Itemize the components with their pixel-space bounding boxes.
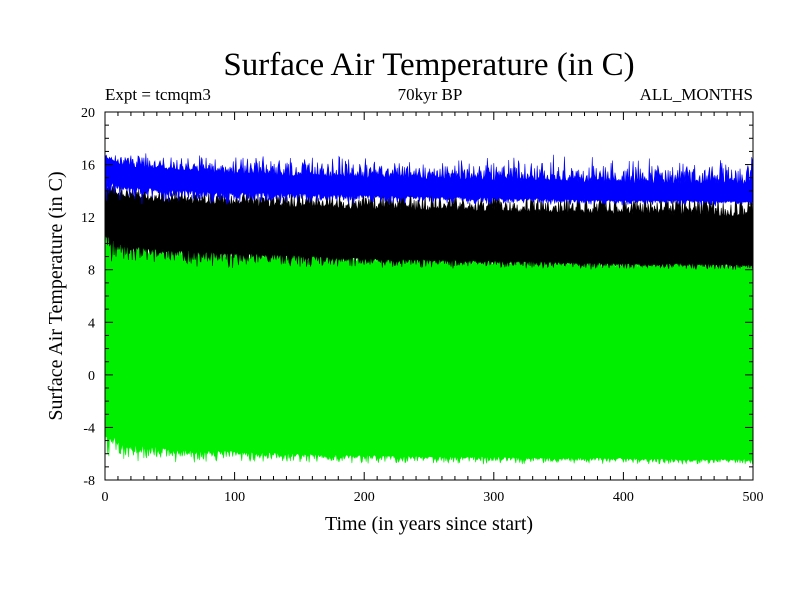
chart-title: Surface Air Temperature (in C)	[223, 47, 634, 83]
x-axis-label: Time (in years since start)	[325, 513, 533, 535]
y-tick-label: 0	[88, 369, 95, 384]
y-axis-ticks: -8 -4 0 4 8 12 16 20	[81, 106, 753, 489]
x-tick-label: 200	[354, 490, 375, 505]
y-tick-label: 8	[88, 264, 95, 279]
y-tick-label: 12	[81, 211, 95, 226]
series-blue-band	[105, 153, 753, 207]
period-label: 70kyr BP	[398, 85, 463, 104]
y-tick-label: 16	[81, 159, 95, 174]
x-tick-label: 100	[224, 490, 245, 505]
x-tick-label: 400	[613, 490, 634, 505]
y-tick-label: -4	[83, 421, 95, 436]
y-tick-label: 20	[81, 106, 95, 121]
series-layer	[105, 153, 753, 465]
series-black-band	[105, 185, 753, 270]
experiment-label: Expt = tcmqm3	[105, 85, 211, 104]
x-tick-label: 300	[483, 490, 504, 505]
x-tick-label: 0	[102, 490, 109, 505]
y-axis-label: Surface Air Temperature (in C)	[45, 171, 67, 420]
x-tick-label: 500	[743, 490, 764, 505]
series-green-band	[105, 233, 753, 465]
y-tick-label: -8	[83, 474, 95, 489]
y-tick-label: 4	[88, 316, 95, 331]
x-axis-ticks: 0 100 200 300 400 500	[102, 112, 764, 505]
months-label: ALL_MONTHS	[640, 85, 753, 104]
